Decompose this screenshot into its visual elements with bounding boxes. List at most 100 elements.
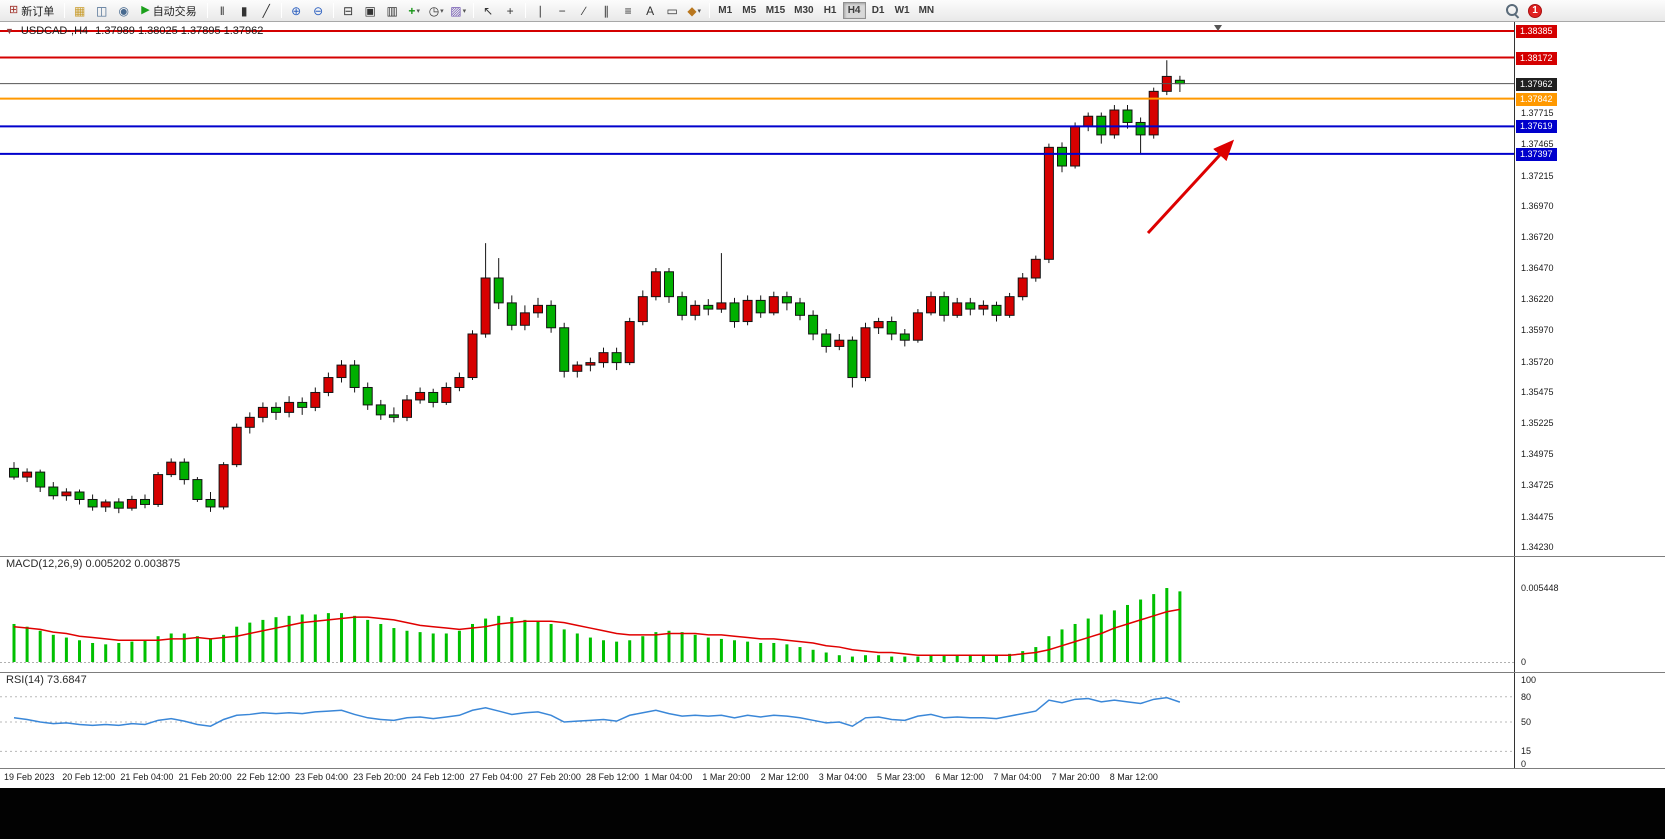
- fibonacci-icon[interactable]: ≡: [618, 2, 639, 20]
- time-axis-label: 21 Feb 20:00: [178, 772, 232, 782]
- price-axis-label: 1.37465: [1521, 139, 1554, 150]
- data-window-icon[interactable]: ◫: [91, 2, 112, 20]
- macd-panel[interactable]: MACD(12,26,9) 0.005202 0.003875: [0, 556, 1515, 672]
- cascade-windows-icon[interactable]: ▣: [360, 2, 381, 20]
- time-axis-label: 7 Mar 20:00: [1051, 772, 1100, 782]
- price-axis-label: 1.36970: [1521, 201, 1554, 212]
- macd-label: MACD(12,26,9) 0.005202 0.003875: [6, 558, 181, 570]
- price-axis-label: 1.34475: [1521, 511, 1554, 522]
- time-axis-label: 6 Mar 12:00: [935, 772, 984, 782]
- cursor-icon[interactable]: ↖: [478, 2, 499, 20]
- macd-axis-label: 0: [1521, 657, 1527, 667]
- arrows-objects-icon[interactable]: ◆ ▾: [684, 2, 705, 20]
- rsi-axis-label: 100: [1521, 675, 1537, 685]
- candlestick-chart-icon[interactable]: ▮: [234, 2, 255, 20]
- toolbar-separator: [332, 3, 334, 18]
- navigator-icon: ◉: [118, 3, 129, 18]
- macd-histogram: [12, 588, 1182, 662]
- timeframe-w1-button[interactable]: W1: [894, 5, 910, 16]
- timeframe-h4-button[interactable]: H4: [842, 2, 866, 19]
- dropdown-arrow-icon: ▾: [440, 7, 444, 15]
- crosshair-icon[interactable]: +: [500, 2, 521, 20]
- ohlc-bars-icon[interactable]: ‖: [212, 2, 233, 20]
- notification-badge[interactable]: 1: [1528, 3, 1542, 18]
- time-axis-label: 7 Mar 04:00: [993, 772, 1042, 782]
- chart-ohlc: 1.37989 1.38025 1.37895 1.37962: [95, 25, 264, 37]
- price-axis[interactable]: 1.38385 1.38172 1.37962 1.37842 1.37715 1.376…: [1515, 22, 1665, 769]
- line-chart-icon: ╱: [262, 3, 270, 18]
- arrange-windows-icon[interactable]: ▥: [382, 2, 403, 20]
- line-chart-icon[interactable]: ╱: [256, 2, 277, 20]
- price-tag: 1.37619: [1516, 120, 1557, 134]
- ohlc-bars-icon: ‖: [219, 3, 225, 18]
- rsi-line: [13, 696, 1181, 728]
- timeframe-m5-button[interactable]: M5: [742, 5, 757, 16]
- equidistant-channel-icon[interactable]: ∥: [596, 2, 617, 20]
- rsi-axis-label: 15: [1521, 746, 1532, 757]
- panel-splitter[interactable]: [0, 556, 1665, 557]
- navigator-icon[interactable]: ◉: [113, 2, 134, 20]
- timeframe-h1-button[interactable]: H1: [823, 5, 837, 16]
- price-axis-label: 1.36720: [1521, 232, 1554, 243]
- time-axis[interactable]: 19 Feb 2023 20 Feb 12:00 21 Feb 04:00 21 Fe…: [0, 768, 1665, 788]
- chart-window: ▼ USDCAD-,H4 1.37989 1.38025 1.37895 1.3…: [0, 22, 1665, 788]
- toolbar-right: 1: [1505, 3, 1542, 18]
- main-chart[interactable]: [0, 22, 1515, 556]
- rsi-axis-label: 80: [1521, 691, 1532, 702]
- text-label-icon[interactable]: ▭: [662, 2, 683, 20]
- candlestick-chart-icon: ▮: [240, 3, 248, 18]
- time-axis-label: 22 Feb 12:00: [236, 772, 290, 782]
- search-icon[interactable]: [1505, 3, 1520, 18]
- tile-windows-icon: ⊟: [343, 3, 354, 18]
- horizontal-line-icon[interactable]: −: [552, 2, 573, 20]
- chart-shift-marker[interactable]: [1214, 25, 1222, 31]
- text-icon[interactable]: A: [640, 2, 661, 20]
- rsi-chart[interactable]: [0, 672, 1515, 768]
- zoom-out-icon[interactable]: ⊖: [308, 2, 329, 20]
- vertical-line-icon[interactable]: ∣: [530, 2, 551, 20]
- toolbar-separator: [708, 3, 710, 18]
- time-axis-label: 19 Feb 2023: [4, 772, 55, 782]
- desktop-background: [0, 788, 1665, 839]
- price-axis-label: 1.35970: [1521, 325, 1554, 336]
- templates-icon[interactable]: ▨ ▾: [448, 2, 469, 20]
- time-axis-label: 23 Feb 20:00: [353, 772, 407, 782]
- toolbar-separator: [280, 3, 282, 18]
- one-click-trading-toggle-icon[interactable]: ▼: [5, 26, 14, 36]
- dropdown-arrow-icon: ▾: [697, 7, 702, 15]
- fibonacci-icon: ≡: [624, 3, 632, 18]
- chart-title: ▼ USDCAD-,H4 1.37989 1.38025 1.37895 1.3…: [5, 25, 263, 37]
- dropdown-arrow-icon: ▾: [416, 7, 420, 15]
- periods-icon[interactable]: ◷ ▾: [426, 2, 447, 20]
- rsi-panel[interactable]: RSI(14) 73.6847: [0, 672, 1515, 768]
- zoom-out-icon: ⊖: [313, 3, 324, 18]
- auto-trading-button[interactable]: ▶ 自动交易: [135, 2, 202, 20]
- periods-icon: ◷: [428, 3, 440, 18]
- price-axis-label: 1.37715: [1521, 108, 1554, 119]
- timeframe-m1-button[interactable]: M1: [718, 5, 733, 16]
- panel-splitter[interactable]: [0, 672, 1665, 673]
- templates-icon: ▨: [450, 3, 462, 18]
- time-axis-label: 1 Mar 20:00: [702, 772, 751, 782]
- tile-windows-icon[interactable]: ⊟: [338, 2, 359, 20]
- horizontal-line-icon: −: [558, 3, 566, 18]
- text-label-icon: ▭: [666, 3, 678, 18]
- timeframe-d1-button[interactable]: D1: [871, 5, 885, 16]
- market-watch-icon[interactable]: ▦: [69, 2, 90, 20]
- indicators-icon[interactable]: + ▾: [404, 2, 425, 20]
- trend-arrow-annotation[interactable]: [1146, 139, 1235, 235]
- crosshair-icon: +: [506, 3, 514, 18]
- macd-chart[interactable]: [0, 556, 1515, 672]
- text-icon: A: [646, 3, 655, 18]
- time-axis-label: 27 Feb 20:00: [527, 772, 581, 782]
- price-tag: 1.37397: [1516, 147, 1557, 161]
- zoom-in-icon[interactable]: ⊕: [286, 2, 307, 20]
- time-axis-label: 2 Mar 12:00: [760, 772, 809, 782]
- new-order-button[interactable]: ⊞ 新订单: [3, 2, 60, 20]
- rsi-axis-label: 0: [1521, 759, 1527, 769]
- timeframe-m15-button[interactable]: M15: [765, 5, 786, 16]
- timeframe-m30-button[interactable]: M30: [794, 5, 814, 16]
- toolbar-separator: [472, 3, 474, 18]
- trendline-icon[interactable]: ∕: [574, 2, 595, 20]
- timeframe-mn-button[interactable]: MN: [918, 5, 935, 16]
